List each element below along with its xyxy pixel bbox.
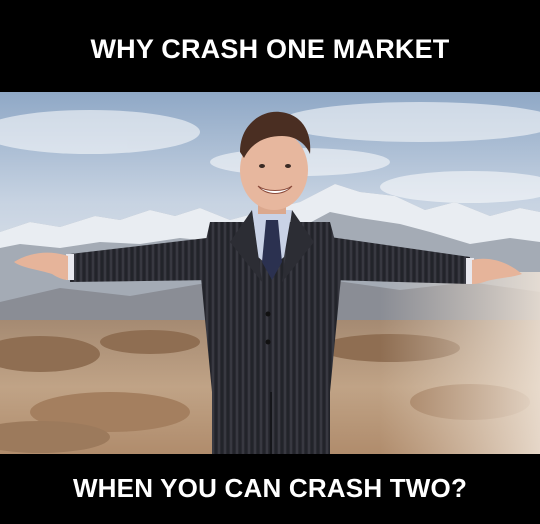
person-figure — [14, 111, 522, 454]
right-hand — [472, 258, 522, 284]
face — [240, 130, 308, 210]
tie — [262, 220, 282, 280]
clouds — [0, 102, 540, 203]
bottom-caption: WHEN YOU CAN CRASH TWO? — [72, 473, 468, 503]
top-caption: WHY CRASH ONE MARKET — [90, 34, 450, 64]
right-arm — [330, 237, 470, 284]
left-arm — [70, 237, 215, 282]
left-hand — [14, 252, 68, 280]
dust-cloud — [380, 272, 540, 454]
hair — [240, 111, 311, 158]
meme-photo — [0, 92, 540, 454]
jacket — [200, 222, 342, 392]
